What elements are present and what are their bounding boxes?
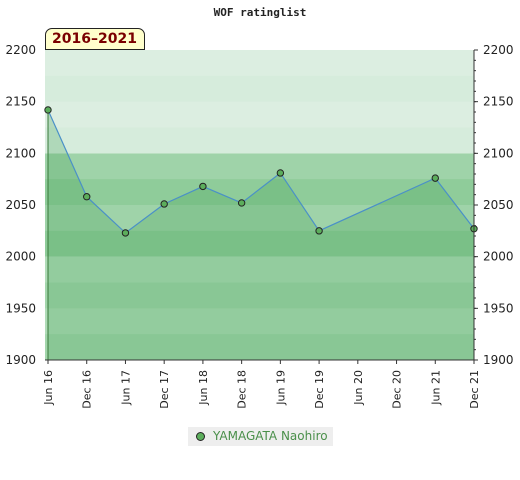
legend-marker bbox=[196, 432, 205, 441]
data-point-Dec-19 bbox=[315, 227, 323, 235]
y-tick-label-right: 2050 bbox=[483, 198, 514, 212]
data-point-Jun-17 bbox=[121, 229, 130, 237]
data-point-Dec-16 bbox=[83, 193, 91, 201]
x-tick-label: Dec 16 bbox=[81, 370, 94, 409]
data-point-Dec-18 bbox=[237, 199, 246, 207]
series-polyline bbox=[47, 109, 475, 234]
x-axis: Jun 16 Dec 16 Jun 17 Dec 17 Jun 18 Dec 18 Jun … bbox=[42, 359, 481, 409]
y-tick-label-right: 2000 bbox=[483, 250, 514, 264]
y-axis-left: 1900 1950 2000 2050 2100 2150 2200 bbox=[5, 43, 36, 367]
x-tick-label: Jun 18 bbox=[197, 370, 210, 406]
band-1900-2000 bbox=[45, 256, 474, 360]
y-tick-label-left: 2000 bbox=[5, 250, 36, 264]
band-2000-2100 bbox=[45, 153, 474, 257]
y-tick-label-left: 2200 bbox=[5, 43, 36, 57]
band-stripe bbox=[45, 256, 474, 283]
data-point-Jun-21 bbox=[431, 174, 439, 182]
series-area bbox=[48, 109, 474, 360]
data-point-Jun-18 bbox=[199, 182, 207, 191]
x-tick-label: Dec 19 bbox=[313, 370, 326, 409]
band-stripe bbox=[45, 153, 474, 180]
y-tick-label-left: 1950 bbox=[5, 301, 36, 315]
band-stripe bbox=[45, 308, 474, 335]
y-tick-label-right: 2100 bbox=[483, 146, 514, 160]
x-tick-label: Jun 16 bbox=[42, 370, 55, 406]
y-tick-label-left: 2050 bbox=[5, 198, 36, 212]
y-tick-label-right: 2150 bbox=[483, 95, 514, 109]
y-tick-label-right: 1950 bbox=[483, 301, 514, 315]
x-tick-label: Dec 20 bbox=[391, 370, 404, 409]
band-2100-2200 bbox=[45, 50, 474, 154]
x-tick-label: Jun 17 bbox=[119, 370, 132, 406]
x-tick-label: Dec 17 bbox=[158, 370, 171, 409]
x-tick-label: Dec 21 bbox=[468, 370, 481, 409]
x-tick-label: Dec 18 bbox=[236, 370, 249, 409]
band-stripe bbox=[45, 50, 474, 76]
x-tick-label: Jun 21 bbox=[429, 370, 442, 406]
x-tick-label: Jun 20 bbox=[352, 370, 365, 406]
period-badge: 2016–2021 bbox=[45, 28, 145, 50]
legend[interactable]: YAMAGATA Naohiro bbox=[188, 427, 333, 446]
legend-series-label: YAMAGATA Naohiro bbox=[213, 429, 328, 443]
y-tick-label-left: 1900 bbox=[5, 353, 36, 367]
data-point-Jun-16 bbox=[44, 106, 52, 114]
y-tick-label-right: 1900 bbox=[483, 353, 514, 367]
y-tick-label-left: 2100 bbox=[5, 146, 36, 160]
x-tick-label: Jun 19 bbox=[274, 370, 287, 406]
chart-title: WOF ratinglist bbox=[213, 6, 307, 19]
series-points bbox=[44, 106, 478, 237]
band-stripe bbox=[45, 101, 474, 128]
y-tick-label-left: 2150 bbox=[5, 95, 36, 109]
rating-bands bbox=[45, 50, 474, 360]
y-axis-right: 1900 1950 2000 2050 2100 2150 2200 bbox=[473, 43, 514, 367]
data-point-Jun-19 bbox=[276, 169, 285, 177]
data-point-Dec-17 bbox=[160, 200, 168, 208]
band-stripe bbox=[45, 205, 474, 231]
series-line bbox=[47, 109, 475, 360]
y-tick-label-right: 2200 bbox=[483, 43, 514, 57]
series-area-fill bbox=[48, 109, 474, 360]
